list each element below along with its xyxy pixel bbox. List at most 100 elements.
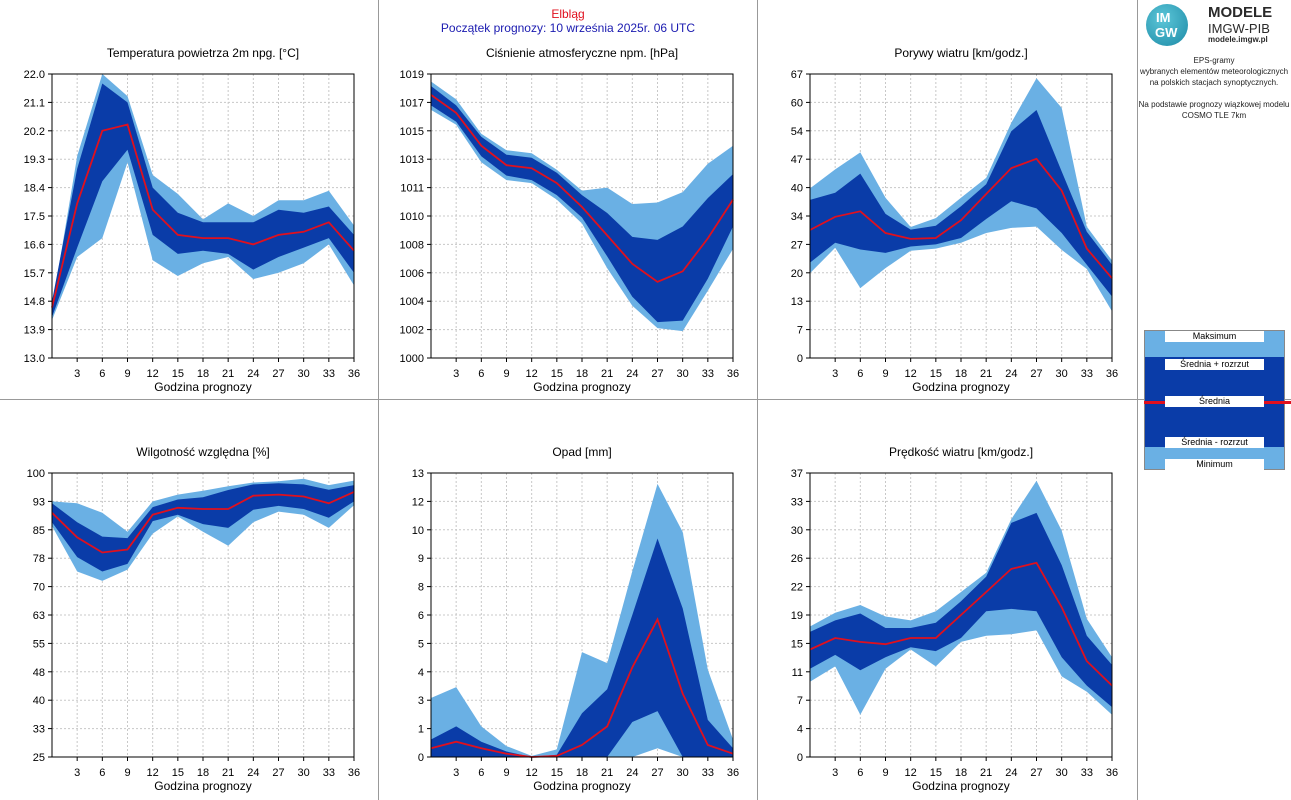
x-tick-label: 9 xyxy=(124,767,130,779)
y-tick-label: 13.0 xyxy=(24,353,45,365)
y-tick-label: 47 xyxy=(791,154,803,166)
x-tick-label: 6 xyxy=(99,368,105,380)
y-tick-label: 40 xyxy=(791,183,803,195)
y-tick-label: 11 xyxy=(792,667,803,679)
chart-panel-2: Ciśnienie atmosferyczne npm. [hPa] 1000 10… xyxy=(400,46,740,394)
x-tick-label: 9 xyxy=(503,368,509,380)
chart-title: Ciśnienie atmosferyczne npm. [hPa] xyxy=(486,46,678,60)
y-tick-label: 93 xyxy=(33,496,45,508)
x-tick-label: 12 xyxy=(147,368,159,380)
logo-url: modele.imgw.pl xyxy=(1208,35,1268,44)
x-tick-label: 12 xyxy=(905,368,917,380)
x-axis-label: Godzina prognozy xyxy=(912,779,1009,793)
spread-band xyxy=(431,538,733,757)
imgw-logo: IM GW MODELE IMGW-PIB modele.imgw.pl xyxy=(1146,2,1286,46)
y-tick-label: 25 xyxy=(33,752,45,764)
description-line: na polskich stacjach synoptycznych. xyxy=(1149,78,1279,87)
legend: Maksimum Średnia + rozrzut Średnia Średn… xyxy=(1144,330,1291,470)
x-tick-label: 12 xyxy=(526,767,538,779)
x-tick-label: 30 xyxy=(1056,767,1068,779)
y-tick-label: 4 xyxy=(797,724,803,736)
y-tick-label: 1010 xyxy=(400,211,424,223)
mean-line xyxy=(430,94,734,283)
y-tick-label: 48 xyxy=(33,667,45,679)
x-tick-label: 6 xyxy=(857,368,863,380)
x-tick-label: 27 xyxy=(272,767,284,779)
spread-band xyxy=(431,86,733,323)
x-tick-label: 15 xyxy=(551,767,563,779)
x-tick-label: 30 xyxy=(298,767,310,779)
mean-line xyxy=(430,617,734,758)
y-tick-label: 13 xyxy=(412,468,424,480)
y-tick-label: 20 xyxy=(791,268,803,280)
y-tick-label: 1000 xyxy=(400,353,424,365)
charts-group: Temperatura powietrza 2m npg. [°C]13.013… xyxy=(24,46,1119,793)
x-tick-label: 9 xyxy=(124,368,130,380)
y-tick-label: 14.8 xyxy=(24,296,45,308)
x-tick-label: 24 xyxy=(626,767,638,779)
y-tick-label: 55 xyxy=(33,638,45,650)
y-tick-label: 17.5 xyxy=(24,211,45,223)
x-tick-label: 33 xyxy=(1081,368,1093,380)
x-tick-label: 18 xyxy=(197,767,209,779)
y-tick-label: 27 xyxy=(791,239,803,251)
spread-band xyxy=(52,83,354,317)
y-tick-label: 100 xyxy=(27,468,45,480)
x-tick-label: 24 xyxy=(247,767,259,779)
x-tick-label: 9 xyxy=(503,767,509,779)
chart-title: Wilgotność względna [%] xyxy=(136,445,269,459)
x-tick-label: 30 xyxy=(677,767,689,779)
x-tick-label: 3 xyxy=(453,368,459,380)
x-axis-label: Godzina prognozy xyxy=(154,380,251,394)
spread-band xyxy=(810,110,1112,297)
x-tick-label: 24 xyxy=(1005,368,1017,380)
x-tick-label: 24 xyxy=(247,368,259,380)
x-tick-label: 27 xyxy=(272,368,284,380)
y-tick-label: 15 xyxy=(791,638,803,650)
mean-line xyxy=(51,491,355,554)
y-tick-label: 15.7 xyxy=(24,268,45,280)
x-tick-label: 30 xyxy=(298,368,310,380)
x-axis-label: Godzina prognozy xyxy=(533,380,630,394)
forecast-start-title: Początek prognozy: 10 września 2025r. 06… xyxy=(441,21,695,35)
x-tick-label: 3 xyxy=(832,767,838,779)
x-tick-label: 36 xyxy=(348,767,360,779)
x-tick-label: 36 xyxy=(727,767,739,779)
y-tick-label: 9 xyxy=(418,553,424,565)
x-tick-label: 33 xyxy=(702,767,714,779)
x-tick-label: 15 xyxy=(172,767,184,779)
x-tick-label: 24 xyxy=(1005,767,1017,779)
y-tick-label: 54 xyxy=(791,126,803,138)
chart-title: Opad [mm] xyxy=(552,445,611,459)
x-tick-label: 18 xyxy=(955,368,967,380)
x-tick-label: 18 xyxy=(576,368,588,380)
y-tick-label: 18.4 xyxy=(24,183,45,195)
x-tick-label: 9 xyxy=(882,368,888,380)
x-tick-label: 33 xyxy=(323,767,335,779)
y-tick-label: 1019 xyxy=(400,69,424,81)
y-tick-label: 1002 xyxy=(400,325,424,337)
mean-line xyxy=(51,123,355,308)
x-tick-label: 6 xyxy=(478,767,484,779)
y-tick-label: 22 xyxy=(791,582,803,594)
x-tick-label: 33 xyxy=(702,368,714,380)
chart-title: Porywy wiatru [km/godz.] xyxy=(894,46,1027,60)
y-tick-label: 26 xyxy=(791,553,803,565)
y-tick-label: 1011 xyxy=(400,183,424,195)
x-axis-label: Godzina prognozy xyxy=(912,380,1009,394)
x-tick-label: 21 xyxy=(980,368,992,380)
logo-subtitle: IMGW-PIB xyxy=(1208,21,1270,36)
description-line: Na podstawie prognozy wiązkowej modelu xyxy=(1138,100,1290,109)
x-tick-label: 15 xyxy=(930,368,942,380)
x-tick-label: 21 xyxy=(980,767,992,779)
y-tick-label: 37 xyxy=(791,468,803,480)
y-tick-label: 5 xyxy=(418,638,424,650)
x-tick-label: 15 xyxy=(551,368,563,380)
x-tick-label: 12 xyxy=(526,368,538,380)
y-tick-label: 13 xyxy=(791,296,803,308)
x-tick-label: 36 xyxy=(1106,368,1118,380)
y-tick-label: 1004 xyxy=(400,296,424,308)
chart-title: Prędkość wiatru [km/godz.] xyxy=(889,445,1033,459)
